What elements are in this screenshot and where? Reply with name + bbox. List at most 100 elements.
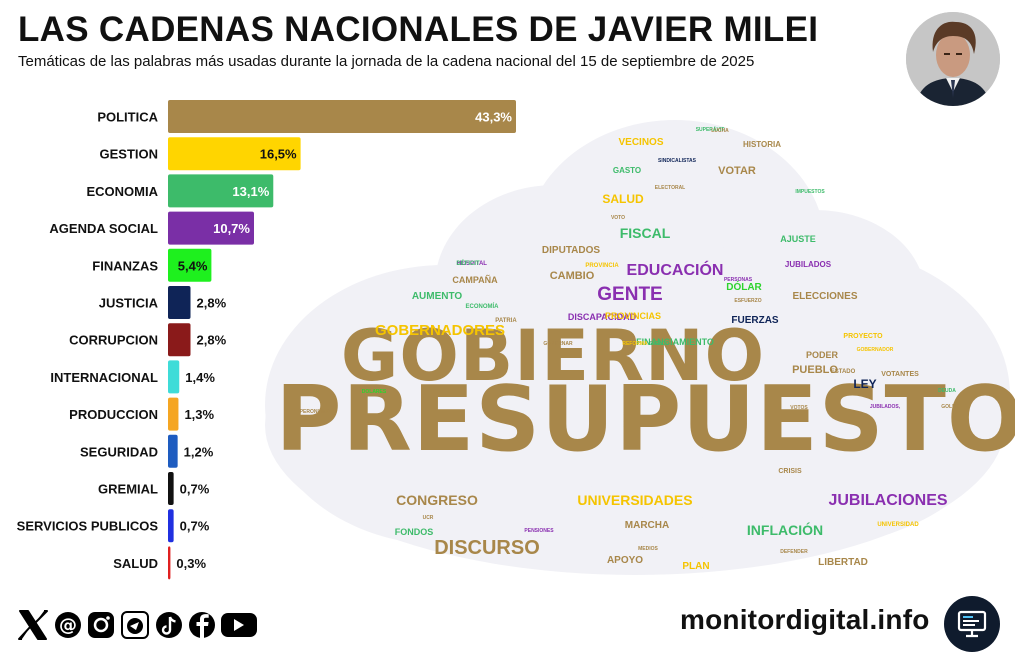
cloud-word: DEFENDER [780,549,808,555]
data-label: 2,8% [197,296,227,311]
data-label: 0,7% [180,482,210,497]
category-label: SALUD [113,556,158,571]
data-label: 16,5% [260,147,297,162]
category-label: GESTION [99,147,158,162]
cloud-word: GOBERNADORES [375,322,505,339]
cloud-word: FONDOS [395,527,434,537]
cloud-word: GOBERNAR [543,341,573,347]
cloud-word: PROYECTO [843,333,883,340]
data-label: 43,3% [475,110,512,125]
data-label: 1,3% [184,407,214,422]
bar [168,546,171,580]
cloud-word: PODER [806,350,839,360]
youtube-icon[interactable] [221,613,257,637]
cloud-word: MEDIOS [638,546,658,552]
cloud-word: VOTAR [718,165,756,177]
cloud-word: DISCURSO [434,537,540,559]
cloud-word: JUBILADOS, [870,404,901,410]
data-label: 13,1% [232,184,269,199]
cloud-word: VOTANTES [881,371,919,378]
cloud-word: GENTE [597,284,662,305]
telegram-icon[interactable] [121,611,149,639]
social-icons: @ [18,608,258,642]
x-icon[interactable] [18,610,48,640]
cloud-word: ECONOMÍA [466,302,500,310]
tiktok-icon[interactable] [156,612,182,638]
facebook-icon[interactable] [189,612,215,638]
category-label: CORRUPCION [69,333,158,348]
cloud-word: PROVINCIA [585,263,619,269]
bar [168,434,178,468]
cloud-shape [265,120,1010,575]
bar [168,472,174,505]
bar [168,360,180,394]
bar [168,323,191,357]
cloud-word: FINANCIAMIENTO [636,337,714,347]
cloud-word: SUPERÁVIT [696,126,725,133]
cloud-word: PERSONAS [724,277,753,283]
bar-chart: POLITICA 43,3% GESTION 16,5% ECONOMIA 13,1% AG… [17,100,516,580]
cloud-word: FISCAL [620,225,671,241]
cloud-word: ELECTORAL [655,185,685,191]
cloud-word: CAMBIO [550,270,595,282]
category-label: JUSTICIA [99,296,159,311]
bar [168,286,191,319]
cloud-word: INFLACIÓN [747,521,823,538]
chart-subtitle: Temáticas de las palabras más usadas dur… [18,53,755,70]
cloud-word: UCR [423,515,434,521]
cloud-word: DÓLAR [726,280,762,293]
cloud-word: UNIVERSIDADES [577,492,692,508]
bar [168,174,274,208]
data-label: 0,3% [176,556,206,571]
cloud-word: DEUDA [938,388,956,394]
cloud-word: JUBILADOS [785,260,832,269]
cloud-word: IMPUESTOS [795,189,825,195]
cloud-word: GASTO [613,166,641,175]
instagram-icon[interactable] [88,612,114,638]
threads-icon[interactable]: @ [55,612,81,638]
cloud-word: GOBERNADOR [857,347,894,353]
cloud-word: GOLPE [941,404,959,410]
cloud-word: VECINOS [618,137,663,148]
category-label: SERVICIOS PUBLICOS [17,519,159,534]
cloud-word: DIPUTADOS [542,245,600,256]
cloud-word: AJUSTE [780,234,816,244]
bar [168,100,516,133]
data-label: 0,7% [180,519,210,534]
cloud-word: PATRIA [495,318,517,324]
category-label: INTERNACIONAL [50,370,158,385]
category-label: SEGURIDAD [80,444,158,459]
cloud-word: PERONISMO [300,409,331,415]
cloud-word: LIBERTAD [818,557,868,568]
data-label: 1,2% [184,444,214,459]
cloud-word: DÉFICIT [456,259,480,267]
cloud-word: DISCAPACIDAD [568,312,637,322]
cloud-word: SINDICALISTAS [658,158,697,164]
cloud-word: PUEBLO [792,364,838,376]
bar [168,509,174,543]
bar [168,137,301,171]
cloud-word: SALUD [602,192,644,206]
site-name[interactable]: monitordigital.info [680,604,930,635]
cloud-word: PRESUPUESTO [276,367,1015,472]
portrait-avatar [906,12,1000,106]
cloud-word: GOBIERNO [341,315,765,397]
cloud-word: AUMENTO [412,291,463,302]
cloud-word: ESTADO [831,369,856,375]
monitor-icon [957,610,987,638]
cloud-word: ESFUERZO [734,298,761,304]
data-label: 2,8% [197,333,227,348]
cloud-word: REFORMA [622,341,648,347]
cloud-word: EDUCACIÓN [627,260,724,279]
data-label: 1,4% [185,370,215,385]
cloud-word: FUERZAS [731,315,779,326]
bar [168,397,179,431]
category-label: FINANZAS [92,258,158,273]
cloud-word: ELECCIONES [792,291,857,302]
cloud-word: DOLARES [362,389,387,395]
category-label: GREMIAL [98,482,158,497]
data-label: 5,4% [178,258,208,273]
svg-text:@: @ [59,615,77,636]
cloud-word: PROVINCIAS [605,311,661,321]
